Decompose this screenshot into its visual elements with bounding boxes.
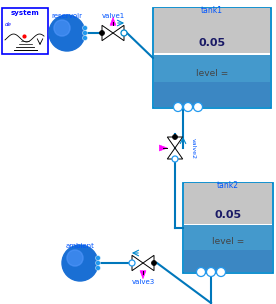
Circle shape — [83, 36, 87, 40]
Circle shape — [172, 156, 178, 162]
Circle shape — [152, 261, 156, 265]
Text: 0.05: 0.05 — [214, 209, 242, 219]
Circle shape — [216, 268, 225, 277]
Circle shape — [83, 26, 87, 30]
Text: ambient: ambient — [66, 243, 94, 249]
Text: reservoir: reservoir — [52, 13, 83, 19]
Text: valve3: valve3 — [131, 279, 155, 285]
Bar — [2, 8, 48, 54]
Circle shape — [62, 245, 98, 281]
Text: system: system — [10, 10, 39, 16]
Bar — [154, 8, 270, 53]
Circle shape — [83, 30, 87, 36]
Polygon shape — [167, 148, 183, 159]
Circle shape — [100, 30, 105, 36]
Bar — [184, 183, 272, 223]
Circle shape — [193, 102, 203, 112]
Text: de: de — [5, 22, 12, 27]
Bar — [154, 82, 270, 107]
Polygon shape — [140, 271, 146, 279]
Circle shape — [121, 30, 127, 36]
Circle shape — [174, 102, 182, 112]
Polygon shape — [132, 255, 143, 271]
Bar — [154, 55, 270, 107]
Polygon shape — [167, 137, 183, 148]
Bar — [184, 250, 272, 272]
Bar — [153, 8, 271, 108]
Bar — [184, 225, 272, 272]
Circle shape — [172, 134, 177, 140]
Bar — [183, 183, 273, 273]
Circle shape — [95, 255, 100, 261]
Circle shape — [67, 250, 83, 266]
Text: tank1: tank1 — [201, 6, 223, 15]
Circle shape — [95, 265, 100, 271]
Polygon shape — [159, 145, 167, 151]
Polygon shape — [143, 255, 154, 271]
Circle shape — [49, 15, 85, 51]
Circle shape — [95, 261, 100, 265]
Text: tank2: tank2 — [217, 181, 239, 190]
Circle shape — [206, 268, 216, 277]
Text: valve1: valve1 — [101, 13, 125, 19]
Polygon shape — [102, 25, 113, 41]
Polygon shape — [113, 25, 124, 41]
Text: valve2: valve2 — [191, 137, 196, 158]
Circle shape — [184, 102, 192, 112]
Text: level =: level = — [212, 237, 244, 246]
Text: 0.05: 0.05 — [198, 38, 225, 48]
Circle shape — [54, 20, 70, 36]
Text: level =: level = — [196, 68, 228, 78]
Polygon shape — [110, 17, 116, 25]
Circle shape — [129, 260, 135, 266]
Circle shape — [197, 268, 206, 277]
